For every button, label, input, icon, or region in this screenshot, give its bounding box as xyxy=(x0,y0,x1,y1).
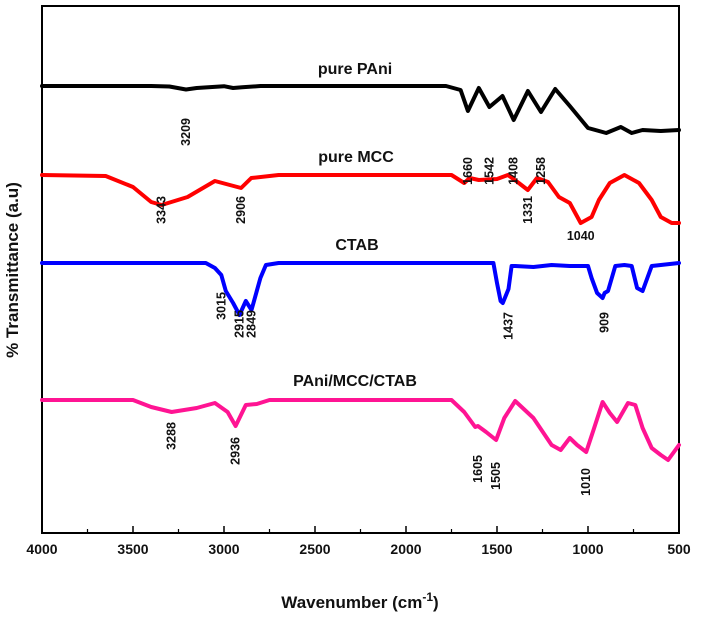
peak-label: 3209 xyxy=(179,118,193,146)
peak-label: 1437 xyxy=(501,312,515,340)
x-tick-label: 1000 xyxy=(572,541,603,557)
peak-label: 2849 xyxy=(244,310,258,338)
peak-label: 1408 xyxy=(507,157,521,185)
series-title: pure MCC xyxy=(318,149,394,166)
x-tick-label: 2500 xyxy=(299,541,330,557)
x-axis-ticks: 4000 3500 3000 2500 2000 1500 1000 500 xyxy=(26,526,691,557)
peak-label: 1605 xyxy=(471,455,485,483)
series-line xyxy=(40,261,681,317)
series-title: CTAB xyxy=(335,237,378,254)
x-tick-label: 4000 xyxy=(26,541,57,557)
x-tick-label: 3000 xyxy=(208,541,239,557)
x-axis-title-superscript: -1 xyxy=(422,590,433,604)
series-title: PAni/MCC/CTAB xyxy=(293,373,417,390)
x-axis-title-suffix: ) xyxy=(433,593,439,612)
x-axis-title-main: Wavenumber (cm xyxy=(281,593,422,612)
x-tick-label: 1500 xyxy=(481,541,512,557)
series-line xyxy=(40,398,681,462)
peak-label: 3343 xyxy=(155,196,169,224)
series-line xyxy=(40,173,681,225)
peak-label: 1542 xyxy=(482,157,496,185)
peak-label: 1040 xyxy=(567,229,595,243)
peak-label: 1505 xyxy=(489,462,503,490)
peak-label: 909 xyxy=(598,312,612,333)
y-axis-title: % Transmittance (a.u) xyxy=(3,182,22,358)
series-line xyxy=(40,84,681,135)
series-titles: pure PAni pure MCC CTAB PAni/MCC/CTAB xyxy=(293,61,417,390)
peak-label: 3288 xyxy=(165,422,179,450)
peak-label: 1331 xyxy=(521,196,535,224)
peak-label: 2906 xyxy=(234,196,248,224)
peak-label: 2936 xyxy=(229,437,243,465)
peak-label: 2915 xyxy=(232,310,246,338)
peak-labels: 3209 1660 1542 1408 1258 3343 2906 1331 1040 3015… xyxy=(155,118,612,496)
x-tick-label: 2000 xyxy=(390,541,421,557)
peak-label: 1258 xyxy=(534,157,548,185)
x-axis-title: Wavenumber (cm-1) xyxy=(281,590,438,612)
x-tick-label: 3500 xyxy=(117,541,148,557)
series-lines xyxy=(40,84,681,462)
series-title: pure PAni xyxy=(318,61,392,78)
peak-label: 3015 xyxy=(214,292,228,320)
x-tick-label: 500 xyxy=(667,541,691,557)
peak-label: 1660 xyxy=(461,157,475,185)
peak-label: 1010 xyxy=(579,468,593,496)
